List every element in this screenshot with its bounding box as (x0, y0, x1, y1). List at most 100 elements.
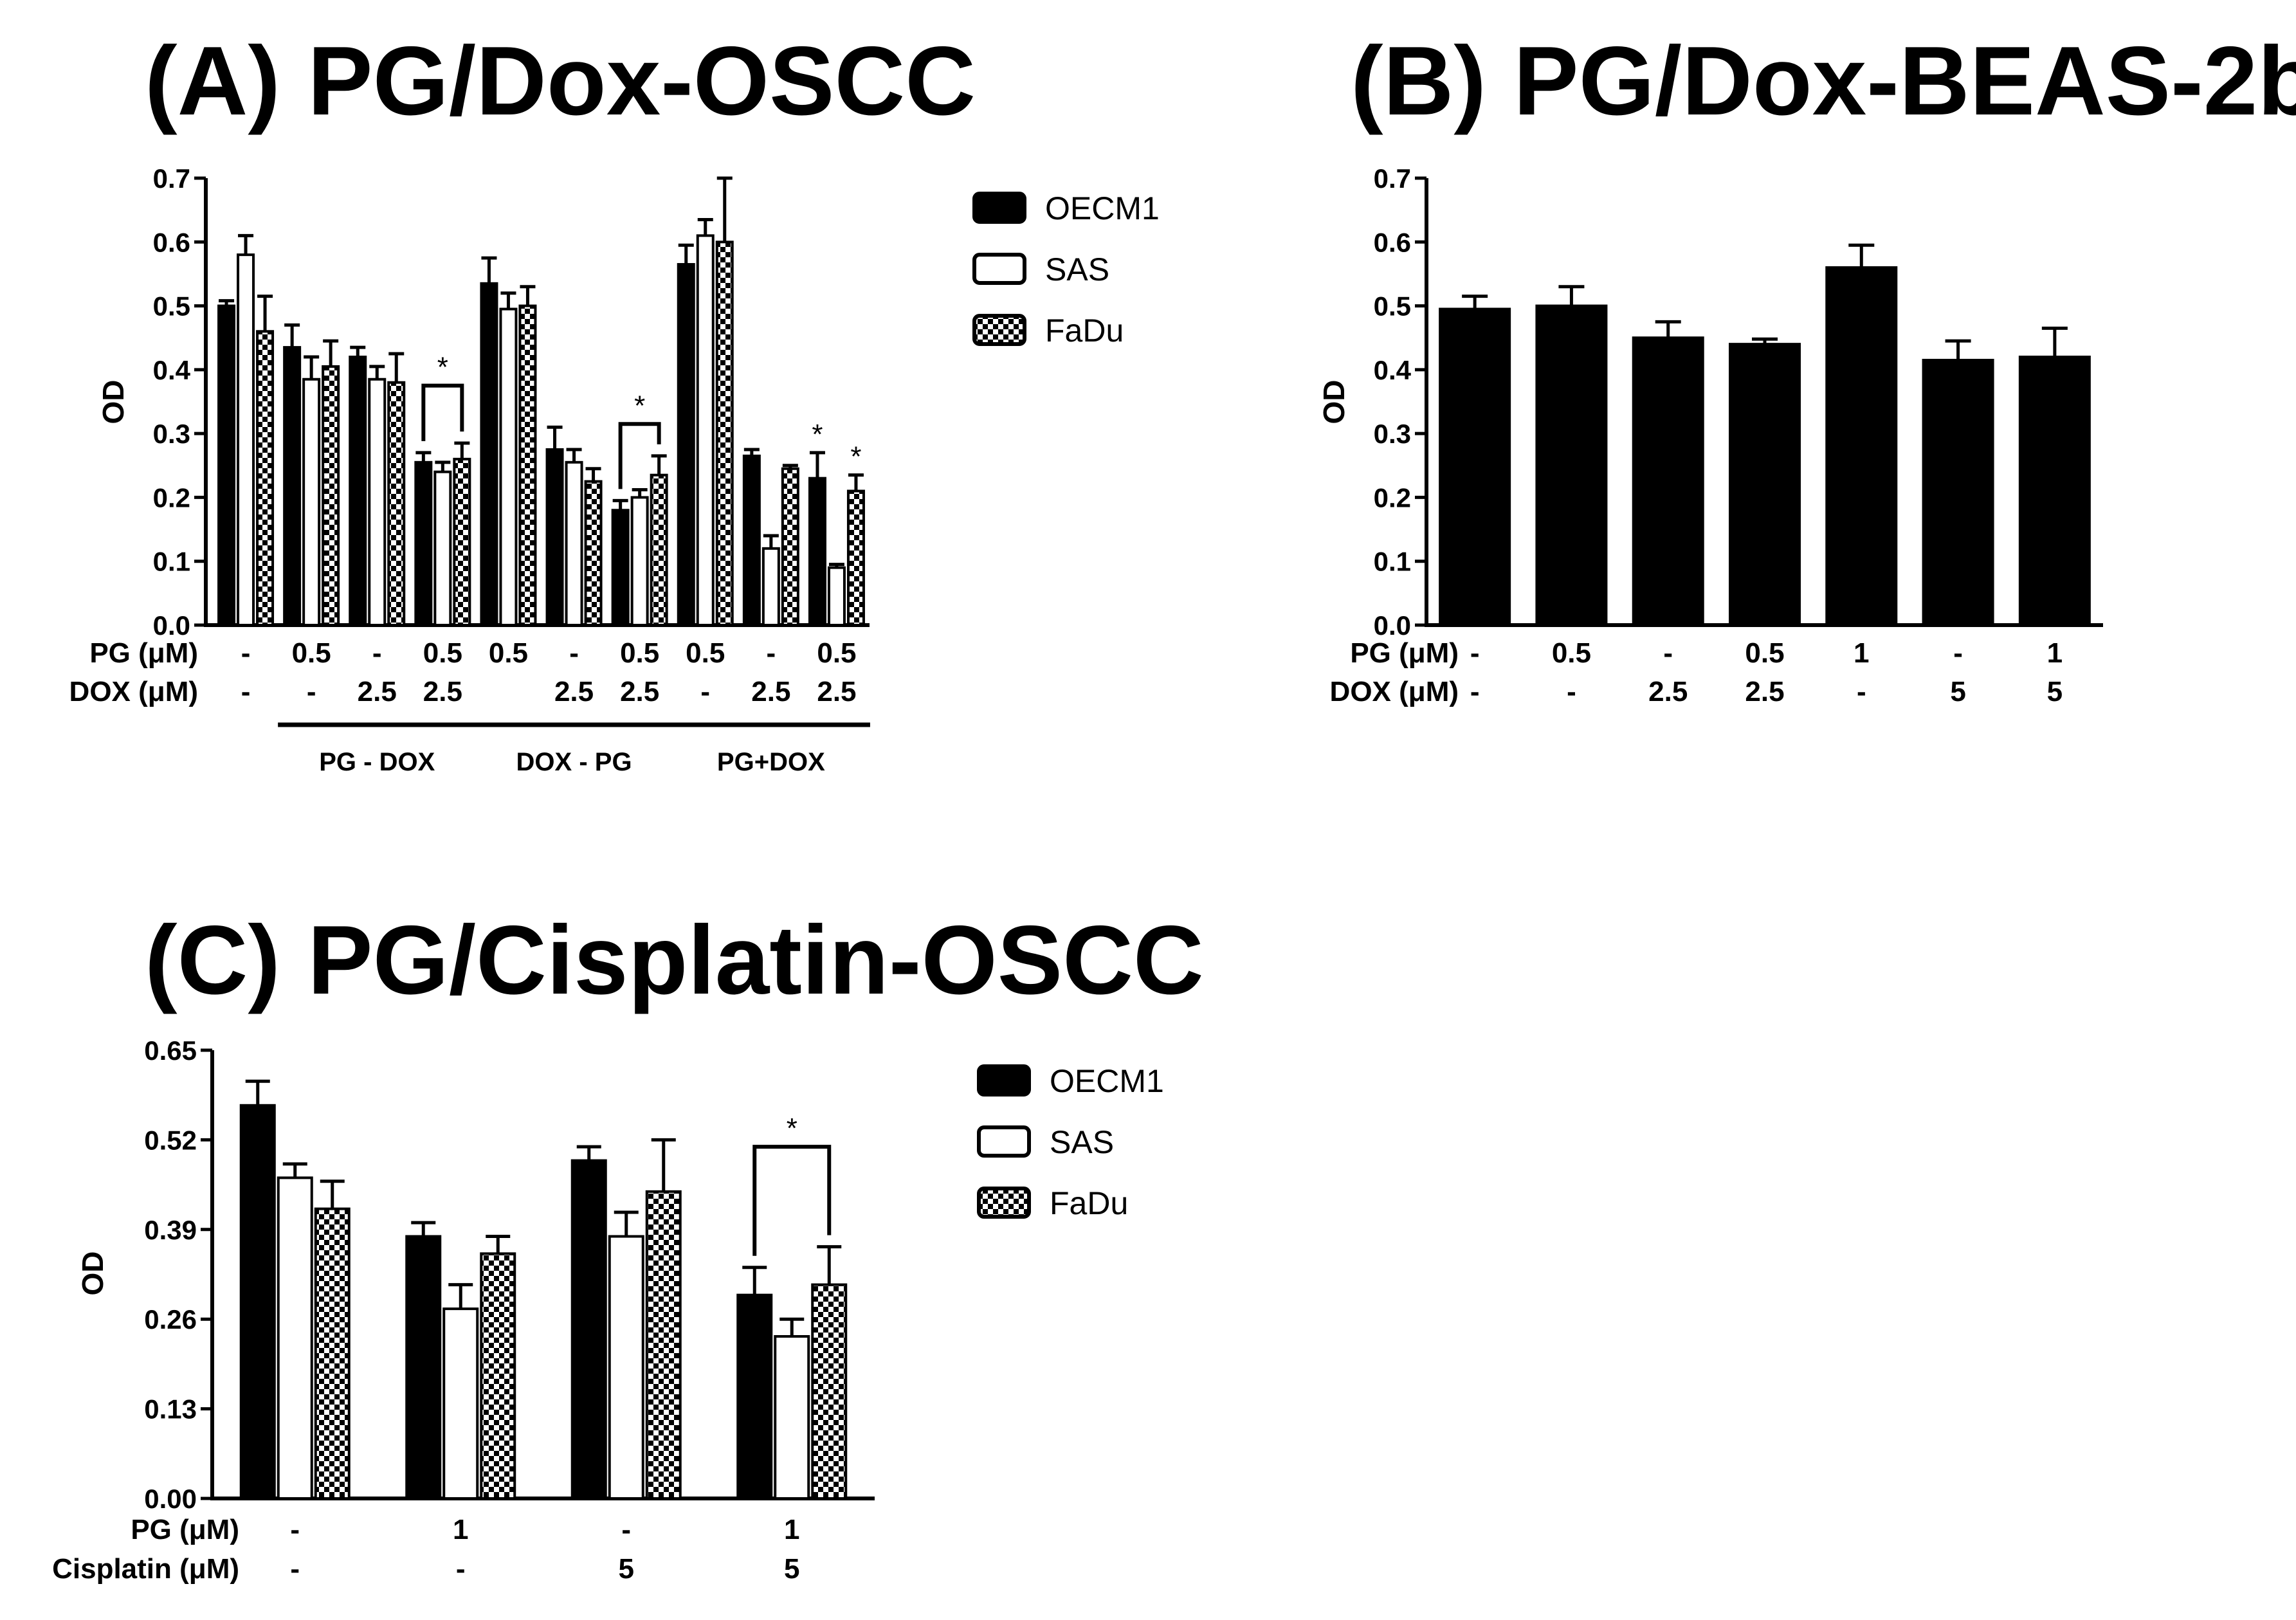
bar-fadu (322, 365, 340, 627)
bar-oecm1 (742, 454, 761, 627)
condition-value: - (372, 637, 382, 669)
bar-oecm1 (545, 448, 564, 626)
panel-b-title: (B) PG/Dox-BEAS-2b (1351, 26, 2296, 136)
bar-sas (565, 460, 583, 626)
condition-value: - (307, 676, 316, 707)
legend-swatch-sas (972, 253, 1026, 285)
condition-value: 2.5 (620, 676, 659, 707)
condition-value: - (241, 676, 251, 707)
bar-fadu (650, 473, 668, 627)
y-tick-label: 0.0 (1374, 610, 1411, 641)
condition-row-label: PG (μM) (89, 637, 198, 669)
condition-value: 0.5 (686, 637, 725, 669)
condition-row-label: PG (μM) (1350, 637, 1459, 669)
bar-fadu (314, 1207, 351, 1500)
bar-oecm1 (736, 1293, 773, 1500)
panel-c-ylabel: OD (76, 1251, 109, 1296)
condition-value: 2.5 (817, 676, 856, 707)
condition-value: - (1953, 637, 1963, 669)
y-tick-label: 0.39 (144, 1215, 197, 1245)
bar-fadu (715, 241, 734, 626)
condition-value: 1 (1854, 637, 1869, 669)
bar-beas-2b (1535, 304, 1608, 626)
condition-value: 5 (1950, 676, 1965, 707)
y-tick-label: 0.7 (153, 163, 190, 194)
bar-sas (608, 1235, 644, 1500)
y-tick-label: 0.2 (1374, 482, 1411, 513)
y-tick-label: 0.2 (153, 482, 190, 513)
legend-label-fadu: FaDu (1050, 1185, 1128, 1221)
bar-sas (774, 1335, 810, 1500)
condition-value: 2.5 (423, 676, 462, 707)
y-tick-label: 0.7 (1374, 163, 1411, 194)
bar-beas-2b (1439, 307, 1511, 626)
condition-value: 5 (2047, 676, 2063, 707)
panel-c-title: (C) PG/Cisplatin-OSCC (145, 906, 1204, 1015)
condition-value: - (569, 637, 579, 669)
significance-star: * (812, 419, 823, 450)
y-tick-label: 0.3 (1374, 419, 1411, 449)
bar-sas (499, 307, 518, 626)
y-tick-label: 0.1 (1374, 547, 1411, 577)
y-tick-label: 0.6 (1374, 227, 1411, 257)
condition-value: 0.5 (1552, 637, 1591, 669)
legend-label-fadu: FaDu (1045, 313, 1124, 349)
condition-value: - (290, 1553, 300, 1585)
significance-bracket (618, 422, 661, 489)
y-tick-label: 0.65 (144, 1035, 197, 1066)
group-label: PG+DOX (717, 748, 825, 776)
bar-beas-2b (1825, 266, 1898, 626)
condition-value: 0.5 (817, 637, 856, 669)
panel-a-title: (A) PG/Dox-OSCC (145, 26, 976, 136)
panel-b-ylabel: OD (1317, 380, 1351, 424)
condition-value: - (241, 637, 251, 669)
condition-value: - (621, 1514, 631, 1545)
legend-label-oecm1: OECM1 (1050, 1063, 1164, 1099)
condition-value: 0.5 (1745, 637, 1784, 669)
condition-row-label: DOX (μM) (69, 676, 198, 707)
legend-label-oecm1: OECM1 (1045, 190, 1160, 226)
bar-oecm1 (405, 1235, 442, 1500)
y-tick-label: 0.3 (153, 419, 190, 449)
condition-value: 2.5 (1745, 676, 1784, 707)
condition-value: 0.5 (423, 637, 462, 669)
bar-sas (442, 1307, 479, 1500)
condition-value: - (1857, 676, 1866, 707)
panel-c-chart: (C) PG/Cisplatin-OSCC OD 0.00 0.13 0.26 0.3… (52, 906, 1204, 1585)
condition-value: 2.5 (554, 676, 594, 707)
condition-value: 2.5 (358, 676, 397, 707)
y-tick-label: 0.00 (144, 1484, 197, 1514)
condition-value: - (700, 676, 710, 707)
bar-fadu (781, 467, 799, 626)
bar-fadu (518, 304, 537, 626)
condition-value: - (456, 1553, 466, 1585)
bar-beas-2b (1729, 343, 1801, 627)
condition-value: - (1663, 637, 1673, 669)
legend-swatch-oecm1 (977, 1064, 1031, 1097)
condition-value: 5 (619, 1553, 634, 1585)
legend-label-sas: SAS (1045, 251, 1109, 287)
bar-fadu (387, 381, 406, 626)
group-label: DOX - PG (516, 748, 632, 776)
y-tick-label: 0.6 (153, 227, 190, 257)
bar-oecm1 (570, 1159, 607, 1500)
y-tick-label: 0.5 (153, 291, 190, 322)
bar-fadu (453, 457, 471, 626)
bar-oecm1 (349, 356, 367, 626)
significance-star: * (437, 352, 448, 383)
y-tick-label: 0.13 (144, 1394, 197, 1424)
condition-row-label: DOX (μM) (1330, 676, 1459, 707)
y-tick-label: 0.26 (144, 1304, 197, 1334)
condition-value: 0.5 (489, 637, 528, 669)
bar-sas (237, 253, 255, 626)
bar-oecm1 (480, 282, 498, 627)
bar-sas (761, 547, 780, 626)
bar-sas (368, 378, 387, 626)
condition-row-label: PG (μM) (131, 1514, 239, 1545)
condition-value: 2.5 (751, 676, 790, 707)
panel-b-chart: (B) PG/Dox-BEAS-2b OD 0.0 0.1 0.2 0.3 0.4 0.5… (1317, 26, 2296, 707)
bar-fadu (480, 1252, 516, 1500)
condition-value: 0.5 (292, 637, 331, 669)
y-tick-label: 0.5 (1374, 291, 1411, 322)
legend-swatch-fadu (977, 1187, 1031, 1219)
